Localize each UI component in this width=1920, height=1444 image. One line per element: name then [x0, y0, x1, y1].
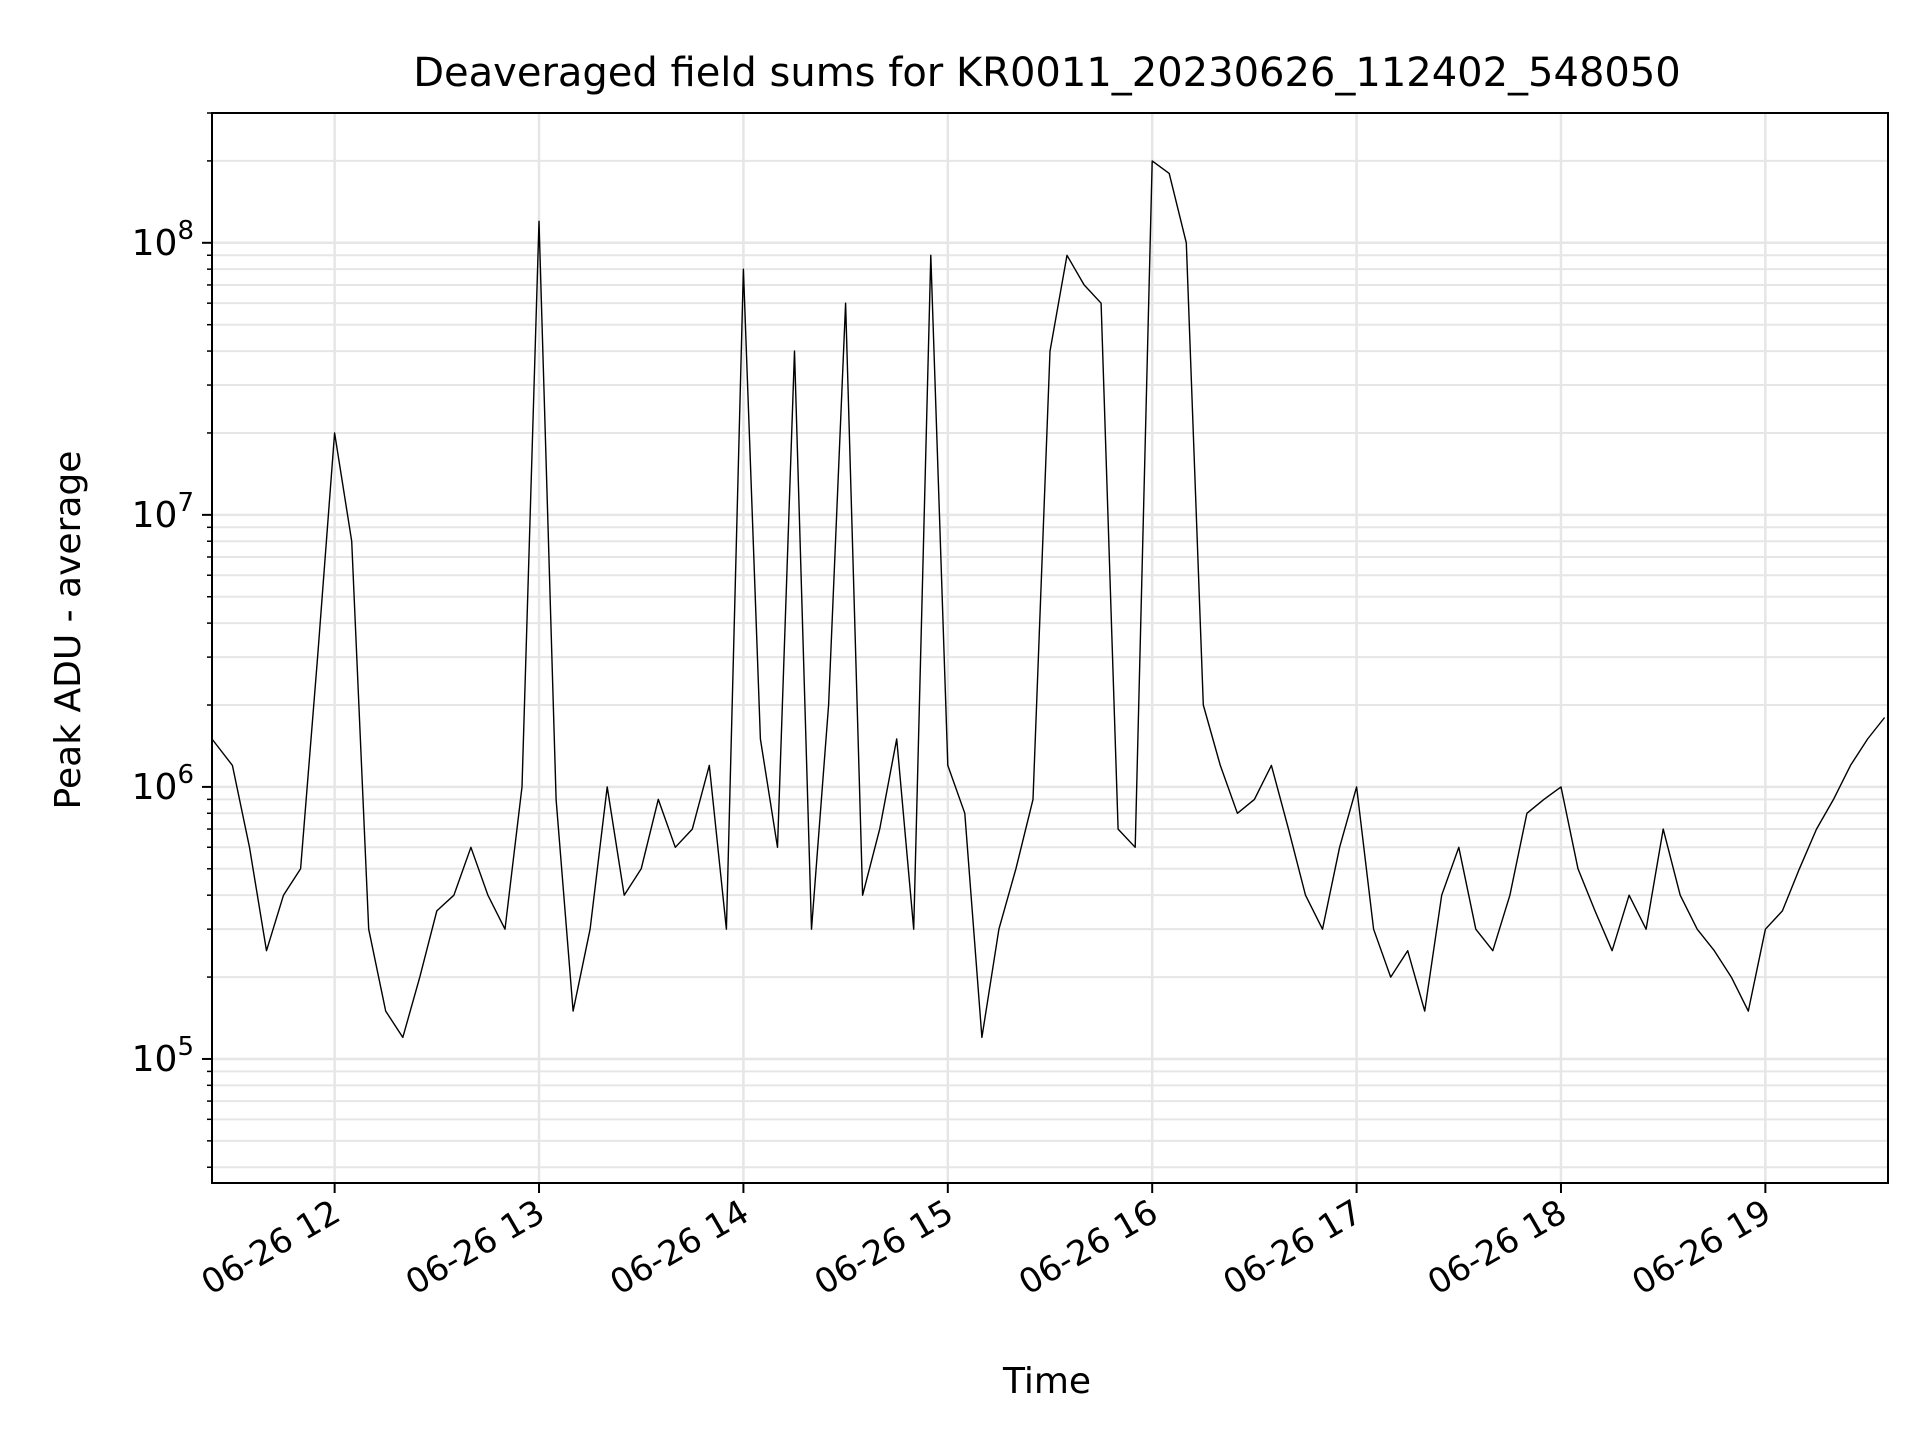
plot-frame	[211, 112, 1889, 1184]
chart-title: Deaveraged field sums for KR0011_2023062…	[413, 50, 1681, 96]
series-line	[211, 160, 1886, 1039]
y-axis-label: Peak ADU - average	[48, 451, 89, 810]
grid-layer	[212, 112, 1888, 1183]
y-tick-label: 106	[132, 760, 194, 808]
y-tick-label: 105	[132, 1032, 194, 1080]
x-axis-label: Time	[1002, 1361, 1091, 1402]
y-tick-label: 107	[132, 488, 194, 536]
series-layer	[211, 160, 1886, 1039]
y-tick-label: 108	[132, 216, 194, 264]
